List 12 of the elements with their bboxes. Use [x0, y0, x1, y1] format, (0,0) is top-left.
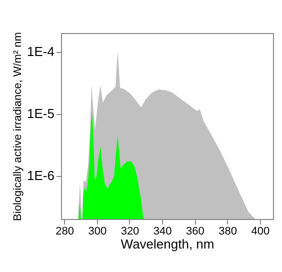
x-tick-label: 300: [88, 226, 107, 238]
y-axis-title: Biologically active irradiance, W/m² nm: [12, 32, 24, 221]
y-tick-label: 1E-6: [27, 168, 54, 184]
y-tick-label: 1E-5: [27, 106, 54, 122]
y-tick-label: 1E-4: [27, 44, 54, 60]
x-tick-label: 340: [153, 226, 172, 238]
x-tick-label: 380: [218, 226, 238, 238]
x-tick-label: 360: [186, 226, 204, 238]
x-axis-title: Wavelength, nm: [120, 236, 214, 252]
x-tick-label: 280: [56, 226, 74, 238]
x-tick-label: 400: [251, 226, 270, 238]
x-tick-label: 320: [120, 226, 140, 238]
